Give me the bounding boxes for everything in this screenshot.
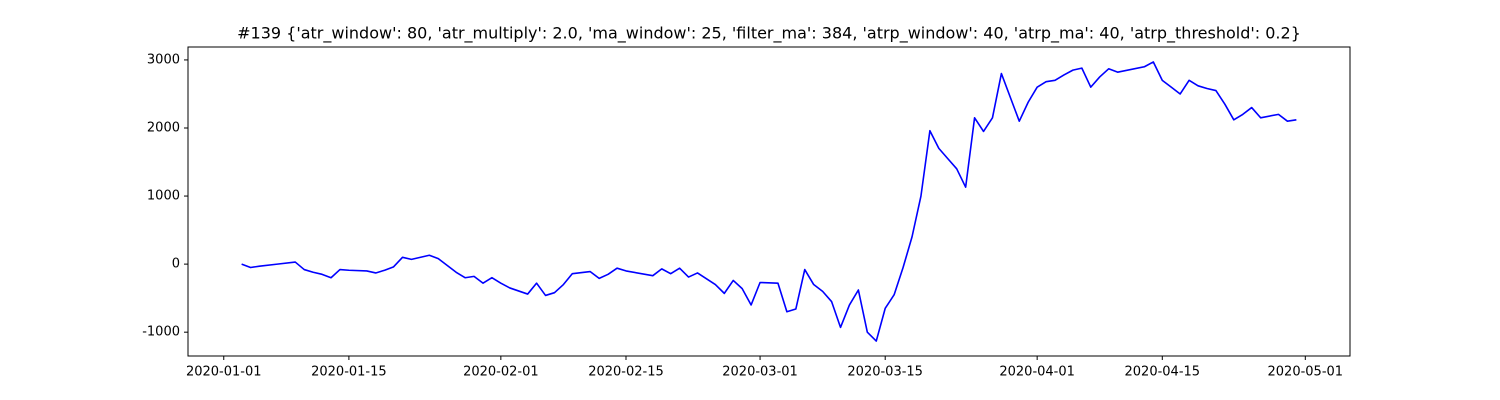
x-tick-label: 2020-04-01 [999, 365, 1075, 380]
y-tick-label: 1000 [147, 189, 180, 204]
x-tick-label: 2020-03-15 [847, 365, 923, 380]
x-tick-label: 2020-01-01 [186, 365, 262, 380]
x-tick-label: 2020-05-01 [1268, 365, 1344, 380]
y-tick-label: -1000 [142, 325, 180, 340]
y-tick-label: 0 [172, 257, 180, 272]
x-tick-label: 2020-03-01 [722, 365, 798, 380]
x-tick-label: 2020-01-15 [311, 365, 387, 380]
y-tick-label: 2000 [147, 120, 180, 135]
x-tick-label: 2020-04-15 [1125, 365, 1201, 380]
plot-frame [187, 46, 1351, 357]
x-tick-label: 2020-02-01 [463, 365, 539, 380]
x-tick-label: 2020-02-15 [588, 365, 664, 380]
line [241, 61, 1297, 342]
y-tick-label: 3000 [147, 52, 180, 67]
chart-title: #139 {'atr_window': 80, 'atr_multiply': … [237, 24, 1301, 44]
